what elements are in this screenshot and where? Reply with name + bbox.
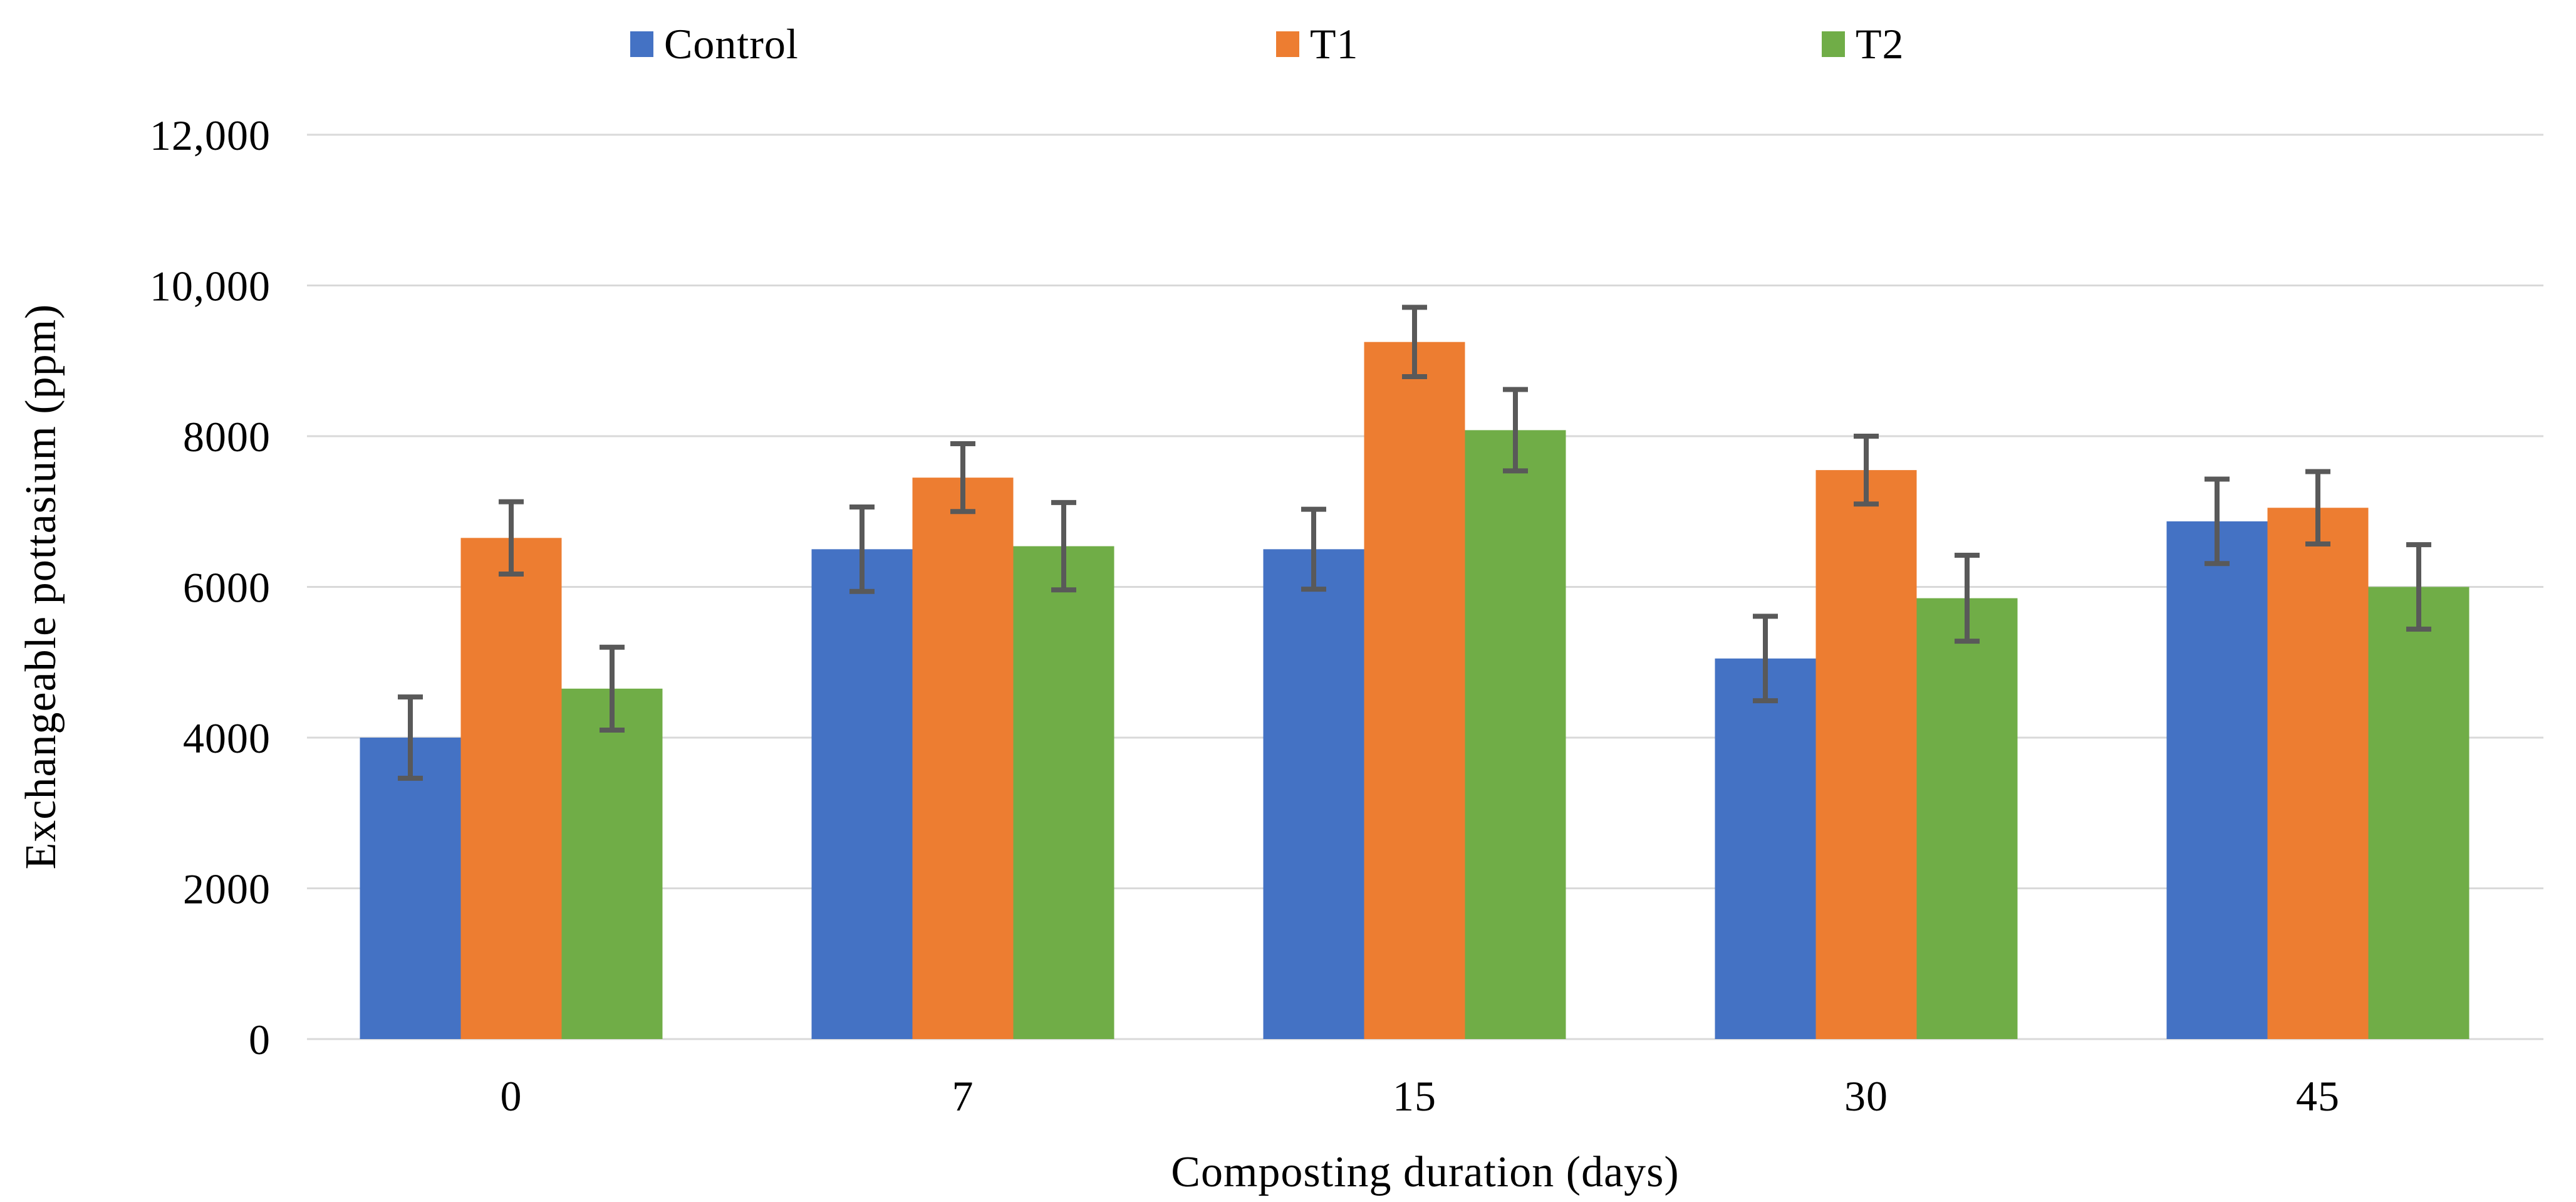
legend-swatch-t2-icon: [1822, 31, 1845, 57]
error-bars-group: [398, 305, 2431, 781]
y-tick-label: 12,000: [150, 112, 271, 159]
bar-t2-day45: [2368, 587, 2470, 1039]
legend-item-control: Control: [630, 21, 799, 66]
legend-label-control: Control: [664, 20, 799, 68]
y-axis-title: Exchangeable pottasium (ppm): [17, 304, 65, 870]
legend-swatch-control-icon: [630, 31, 653, 57]
x-tick-label: 15: [1393, 1072, 1436, 1120]
legend: Control T1 T2: [0, 0, 2576, 75]
bar-t1-day7: [912, 478, 1014, 1039]
y-tick-label: 4000: [183, 714, 271, 762]
legend-swatch-t1-icon: [1276, 31, 1299, 57]
bar-t2-day7: [1013, 546, 1114, 1039]
bar-t1-day0: [460, 538, 562, 1039]
x-tick-label: 30: [1844, 1072, 1888, 1120]
bars-group: [360, 342, 2470, 1039]
legend-item-t2: T2: [1822, 21, 1904, 66]
y-tick-label: 8000: [183, 413, 271, 461]
y-tick-label: 6000: [183, 564, 271, 612]
bar-control-day15: [1263, 549, 1364, 1039]
tick-labels-group: 0 2000 4000 6000 8000 10,000 12,000 0 7 15 30 45: [150, 112, 2340, 1120]
bar-t2-day0: [561, 688, 663, 1039]
x-axis-title: Composting duration (days): [1171, 1148, 1679, 1196]
bar-control-day30: [1715, 658, 1816, 1039]
y-tick-label: 2000: [183, 865, 271, 913]
bar-control-day0: [360, 738, 461, 1039]
bar-t2-day30: [1916, 598, 2018, 1039]
bar-t2-day15: [1465, 430, 1566, 1039]
legend-label-t2: T2: [1856, 20, 1904, 68]
x-tick-label: 0: [501, 1072, 522, 1120]
bar-t1-day15: [1364, 342, 1465, 1039]
y-tick-label: 0: [249, 1016, 271, 1064]
bar-control-day7: [811, 549, 913, 1039]
bar-t1-day45: [2267, 508, 2369, 1039]
legend-label-t1: T1: [1310, 20, 1359, 68]
x-tick-label: 7: [952, 1072, 974, 1120]
y-tick-label: 10,000: [150, 263, 271, 310]
bar-t1-day30: [1815, 470, 1917, 1039]
x-tick-label: 45: [2296, 1072, 2340, 1120]
legend-item-t1: T1: [1276, 21, 1359, 66]
bar-control-day45: [2166, 521, 2268, 1039]
